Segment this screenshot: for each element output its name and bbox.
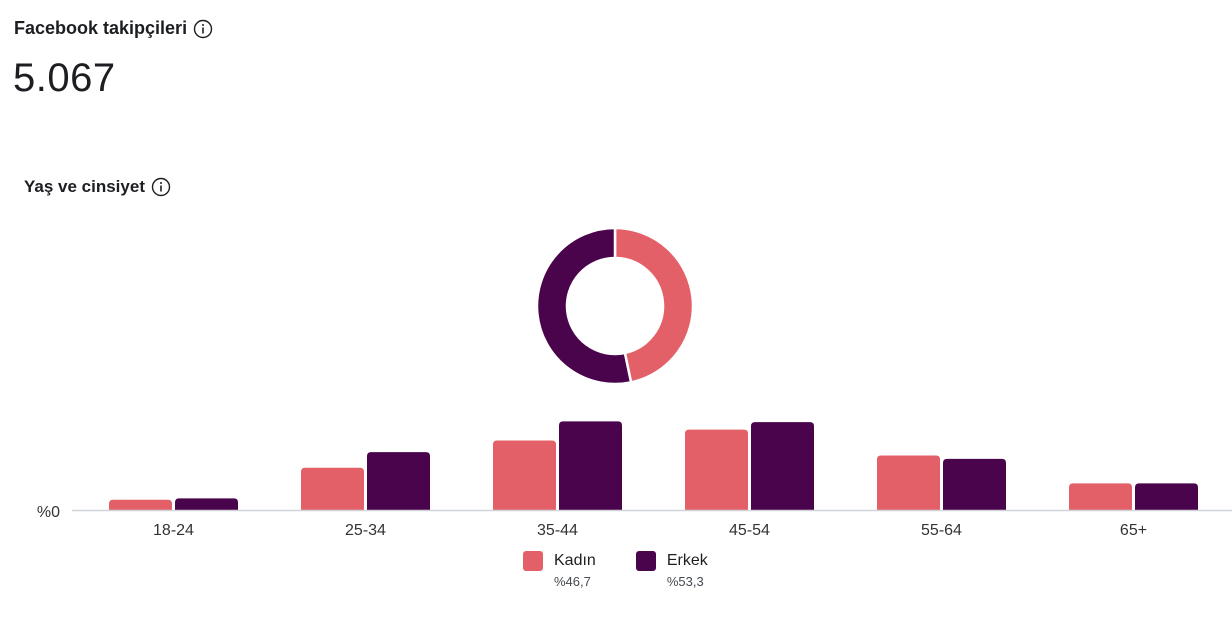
legend: Kadın %46,7 Erkek %53,3 bbox=[523, 551, 708, 589]
bar-male-45-54 bbox=[751, 422, 814, 510]
legend-swatch-female bbox=[523, 551, 543, 571]
bar-male-55-64 bbox=[943, 458, 1006, 510]
x-tick-label: 65+ bbox=[1120, 522, 1147, 539]
legend-swatch-male bbox=[635, 551, 656, 571]
y-tick-label: %0 bbox=[37, 504, 60, 521]
x-tick-label: 35-44 bbox=[537, 522, 578, 539]
bar-female-35-44 bbox=[493, 440, 556, 510]
info-icon[interactable] bbox=[151, 177, 171, 197]
info-icon[interactable] bbox=[193, 19, 213, 39]
followers-header: Facebook takipçileri bbox=[14, 18, 213, 39]
bar-male-35-44 bbox=[559, 421, 622, 510]
x-tick-label: 55-64 bbox=[921, 522, 962, 539]
x-tick-label: 45-54 bbox=[729, 522, 770, 539]
x-tick-label: 25-34 bbox=[345, 522, 386, 539]
bar-male-65+ bbox=[1135, 483, 1198, 510]
bar-female-45-54 bbox=[685, 429, 748, 510]
followers-title: Facebook takipçileri bbox=[14, 18, 188, 38]
legend-percent: %46,7 bbox=[554, 574, 591, 589]
age-gender-header: Yaş ve cinsiyet bbox=[24, 177, 171, 197]
legend-percent: %53,3 bbox=[666, 574, 704, 589]
bar-male-18-24 bbox=[175, 498, 238, 510]
x-tick-label: 18-24 bbox=[153, 522, 194, 539]
legend-label: Kadın bbox=[554, 552, 596, 569]
bar-female-25-34 bbox=[301, 467, 364, 510]
bar-male-25-34 bbox=[367, 452, 430, 510]
age-gender-title: Yaş ve cinsiyet bbox=[24, 177, 145, 196]
donut-slice-kadn bbox=[613, 226, 695, 384]
legend-item-female[interactable]: Kadın %46,7 bbox=[523, 551, 596, 589]
bar-female-55-64 bbox=[877, 455, 940, 510]
followers-count: 5.067 bbox=[13, 56, 116, 100]
legend-label: Erkek bbox=[666, 552, 708, 569]
legend-item-male[interactable]: Erkek %53,3 bbox=[635, 551, 708, 589]
donut-slice-erkek bbox=[535, 226, 633, 386]
bar-female-65+ bbox=[1069, 483, 1132, 510]
bar-female-18-24 bbox=[109, 499, 172, 510]
